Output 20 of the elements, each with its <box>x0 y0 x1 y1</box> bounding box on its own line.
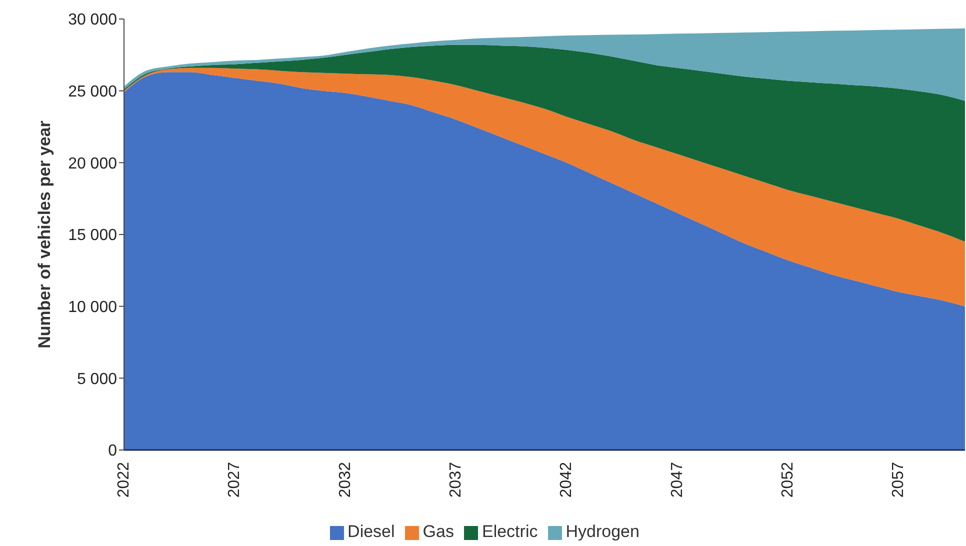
y-tick-label: 5 000 <box>76 370 118 388</box>
x-tick-label: 2037 <box>447 462 464 498</box>
x-tick-label: 2052 <box>779 462 796 498</box>
y-tick-label: 0 <box>108 442 118 460</box>
y-tick-label: 30 000 <box>68 12 118 29</box>
x-tick-label: 2032 <box>336 462 354 498</box>
legend-label: Electric <box>482 522 538 541</box>
y-tick-label: 15 000 <box>68 227 118 244</box>
y-axis-title: Number of vehicles per year <box>35 120 54 348</box>
y-tick-label: 20 000 <box>68 155 118 172</box>
x-tick-label: 2027 <box>226 462 244 498</box>
x-tick-label: 2042 <box>558 462 576 498</box>
legend-label: Gas <box>422 522 454 541</box>
legend-label: Hydrogen <box>566 522 640 541</box>
legend-label: Diesel <box>348 522 395 541</box>
y-tick-label: 10 000 <box>68 299 118 316</box>
x-tick-label: 2022 <box>116 462 132 498</box>
x-tick-label: 2057 <box>890 462 908 498</box>
y-tick-label: 25 000 <box>68 84 118 101</box>
x-tick-label: 2047 <box>668 462 686 498</box>
